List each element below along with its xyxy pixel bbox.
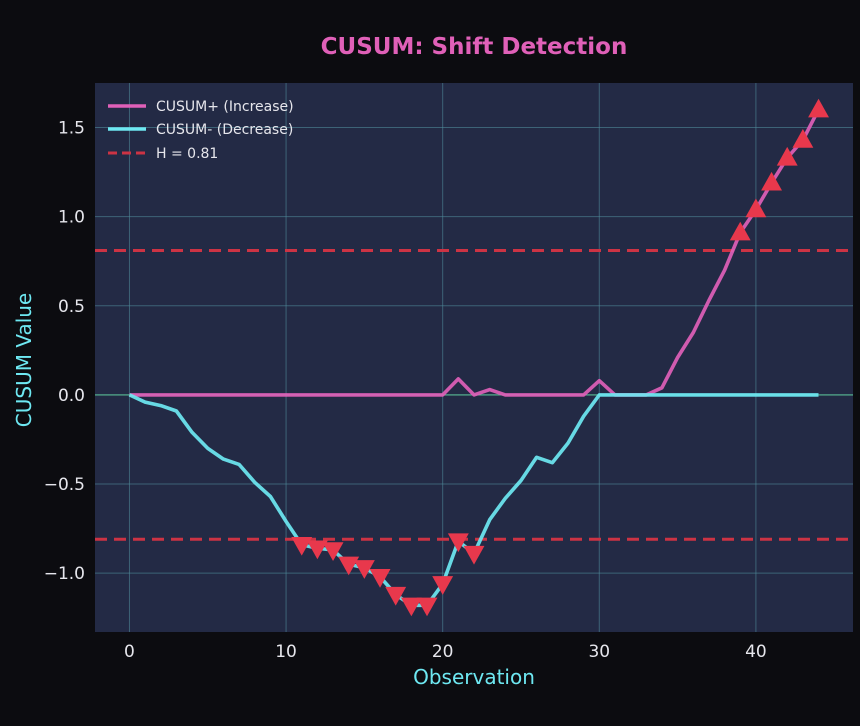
y-tick-labels: −1.0 −0.5 0.0 0.5 1.0 1.5: [44, 119, 85, 585]
alarm-markers: [291, 98, 829, 617]
alarm-marker-up: [761, 171, 783, 191]
y-tick-label: 1.0: [58, 208, 85, 228]
y-tick-label: 0.5: [58, 297, 85, 317]
alarm-marker-down: [416, 597, 438, 617]
y-tick-label: −0.5: [44, 475, 85, 495]
x-tick-label: 40: [745, 642, 767, 662]
x-tick-label: 30: [588, 642, 610, 662]
alarm-marker-down: [432, 576, 454, 595]
x-tick-label: 10: [275, 642, 297, 662]
y-tick-label: −1.0: [44, 564, 85, 584]
alarm-marker-down: [291, 536, 313, 556]
x-tick-labels: 0 10 20 30 40: [124, 642, 767, 662]
alarm-marker-up: [776, 146, 798, 166]
series-line-cusum-plus: [129, 108, 821, 397]
alarm-marker-down: [322, 542, 344, 562]
alarm-marker-down: [353, 560, 375, 579]
legend-label-threshold: H = 0.81: [156, 146, 218, 162]
y-axis-label: CUSUM Value: [12, 293, 36, 427]
alarm-marker-down: [306, 540, 328, 560]
legend: CUSUM+ (Increase) CUSUM- (Decrease) H = …: [108, 99, 294, 162]
y-tick-label: 1.5: [58, 119, 85, 139]
alarm-marker-up: [792, 129, 814, 148]
chart-title: CUSUM: Shift Detection: [321, 34, 628, 60]
legend-label-cusum-plus: CUSUM+ (Increase): [156, 99, 294, 115]
alarm-marker-up: [745, 198, 767, 218]
alarm-marker-up: [808, 98, 829, 118]
x-tick-label: 0: [124, 642, 135, 662]
threshold-lines: [95, 249, 853, 541]
alarm-marker-down: [400, 597, 422, 617]
alarm-marker-down: [369, 569, 391, 588]
legend-label-cusum-minus: CUSUM- (Decrease): [156, 122, 293, 138]
y-tick-label: 0.0: [58, 386, 85, 406]
x-axis-label: Observation: [413, 665, 535, 689]
alarm-marker-up: [729, 221, 751, 241]
x-tick-label: 20: [432, 642, 454, 662]
alarm-marker-down: [385, 586, 407, 606]
alarm-marker-down: [338, 556, 360, 576]
alarm-marker-down: [463, 545, 485, 565]
alarm-marker-down: [447, 533, 469, 553]
